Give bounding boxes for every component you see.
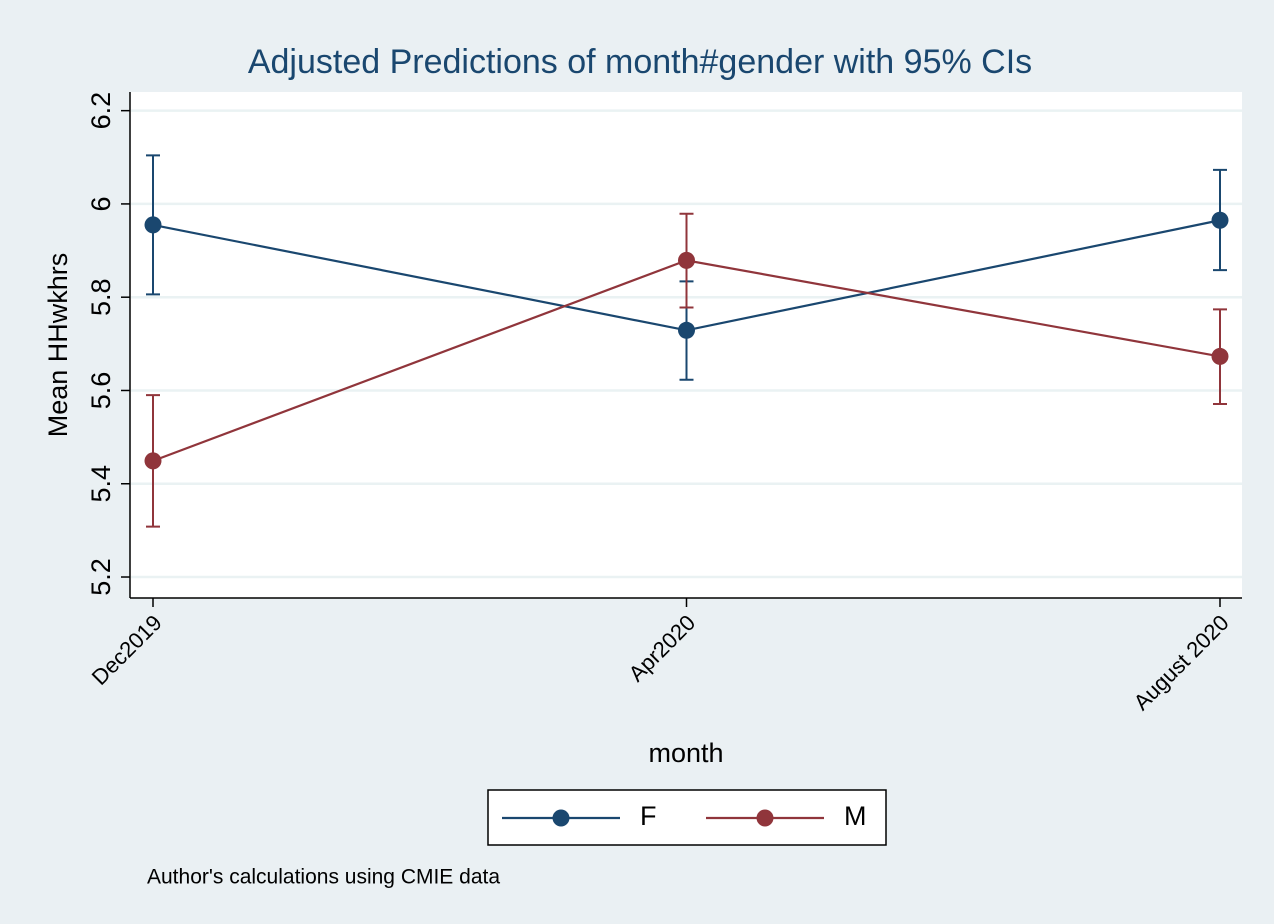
y-tick-label: 5.4 [86,465,116,503]
marker [678,321,695,339]
chart-title: Adjusted Predictions of month#gender wit… [248,43,1032,81]
legend-marker [756,809,774,827]
marker [144,216,162,234]
marker [1211,347,1229,365]
y-axis-title: Mean HHwkhrs [43,253,73,438]
marker [1211,211,1229,229]
y-tick-label: 6.2 [86,92,116,130]
legend-label: M [844,801,867,831]
x-axis-title: month [648,738,723,768]
note: Author's calculations using CMIE data [147,866,500,889]
y-tick-label: 5.6 [86,372,116,410]
y-tick-label: 6 [86,196,116,211]
legend-label: F [640,801,657,831]
marker [144,452,162,470]
y-tick-label: 5.2 [86,558,116,596]
marker [678,251,695,269]
legend-marker [552,809,570,827]
y-tick-label: 5.8 [86,278,116,316]
